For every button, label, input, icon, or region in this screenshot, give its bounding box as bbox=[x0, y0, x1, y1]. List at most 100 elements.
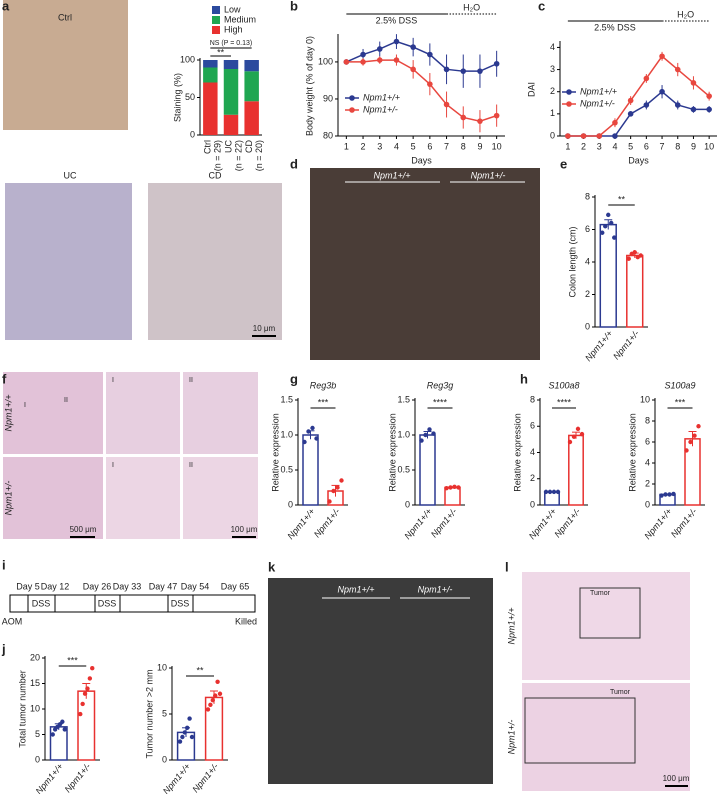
point bbox=[643, 102, 650, 108]
data-point bbox=[612, 235, 617, 240]
legend-label: Npm1+/- bbox=[363, 104, 398, 114]
day-label: Day 33 bbox=[113, 581, 142, 591]
point bbox=[612, 119, 618, 126]
bar bbox=[77, 690, 96, 761]
micrograph bbox=[183, 457, 258, 539]
row-label: Npm1+/- bbox=[3, 481, 13, 516]
micrograph bbox=[5, 183, 132, 340]
y-tick-label: 0 bbox=[550, 130, 555, 140]
y-tick-label: 2 bbox=[645, 478, 650, 488]
x-tick-label: 3 bbox=[377, 141, 382, 151]
x-tick-label: CD bbox=[244, 140, 254, 153]
y-tick-label: 4 bbox=[645, 457, 650, 467]
data-point bbox=[78, 711, 83, 717]
x-tick-label: 2 bbox=[361, 141, 366, 151]
day-label: Day 5 bbox=[16, 581, 40, 591]
point bbox=[493, 60, 500, 67]
x-tick-label: 4 bbox=[612, 141, 617, 151]
annotation: *** bbox=[675, 397, 686, 407]
annotation: H₂O bbox=[677, 9, 694, 19]
region-label: II bbox=[64, 397, 68, 404]
row-label: Npm1+/+ bbox=[506, 607, 516, 644]
y-axis-label: Colon length (cm) bbox=[567, 226, 577, 297]
x-tick-label: 4 bbox=[394, 141, 399, 151]
x-axis-label: Days bbox=[628, 155, 649, 165]
panel-letter: d bbox=[290, 156, 298, 171]
micrograph bbox=[522, 572, 690, 680]
point bbox=[706, 106, 712, 113]
x-tick-note: (n = 20) bbox=[254, 140, 264, 171]
y-tick-label: 100 bbox=[180, 54, 195, 64]
y-tick-label: 8 bbox=[530, 394, 535, 404]
point bbox=[443, 66, 450, 73]
legend-label: Medium bbox=[224, 14, 256, 24]
data-point bbox=[609, 220, 614, 226]
timeline bbox=[9, 594, 256, 613]
region-label: II bbox=[189, 377, 193, 384]
point bbox=[460, 68, 467, 74]
panel-letter: f bbox=[2, 371, 7, 386]
data-point bbox=[567, 439, 573, 445]
series-line bbox=[567, 55, 710, 137]
y-axis-label: Staining (%) bbox=[172, 73, 182, 122]
data-point bbox=[671, 491, 676, 497]
point bbox=[659, 53, 665, 60]
data-point bbox=[431, 431, 436, 436]
y-axis-label: Total tumor number bbox=[17, 670, 27, 748]
panel-letter: c bbox=[538, 0, 545, 13]
annotation: H₂O bbox=[463, 2, 480, 12]
y-tick-label: 4 bbox=[585, 256, 590, 266]
data-point bbox=[187, 716, 192, 721]
point bbox=[477, 118, 483, 124]
x-tick-label: Npm1+/+ bbox=[161, 761, 192, 794]
x-tick-label: 9 bbox=[477, 141, 482, 151]
x-tick-note: (n = 29) bbox=[213, 140, 223, 171]
bar-segment bbox=[223, 114, 239, 135]
y-tick-label: 3 bbox=[550, 64, 555, 74]
micrograph bbox=[3, 372, 103, 454]
day-label: Day 12 bbox=[41, 581, 70, 591]
y-tick-label: 0 bbox=[162, 754, 167, 764]
y-tick-label: 0 bbox=[35, 754, 40, 764]
point bbox=[493, 112, 500, 119]
bar-segment bbox=[244, 71, 259, 102]
x-tick-label: Npm1+/+ bbox=[583, 328, 614, 363]
y-axis-label: Relative expression bbox=[627, 413, 637, 492]
annotation: ** bbox=[196, 665, 204, 675]
y-tick-label: 10 bbox=[157, 662, 167, 672]
bar-segment bbox=[223, 69, 239, 115]
panel-letter: e bbox=[560, 156, 567, 171]
x-tick-label: Npm1+/- bbox=[611, 328, 641, 361]
legend-swatch bbox=[212, 16, 220, 24]
annotation: 2.5% DSS bbox=[376, 15, 418, 25]
y-tick-label: 50 bbox=[185, 92, 195, 102]
treatment: DSS bbox=[32, 598, 51, 608]
data-point bbox=[310, 425, 315, 431]
y-tick-label: 0.5 bbox=[397, 464, 410, 474]
x-tick-label: Npm1+/+ bbox=[402, 506, 433, 541]
x-tick-label: Npm1+/+ bbox=[642, 506, 673, 541]
annotation: NS (P = 0.13) bbox=[210, 40, 252, 47]
data-point bbox=[314, 436, 319, 441]
y-tick-label: 10 bbox=[640, 394, 650, 404]
x-tick-label: 1 bbox=[565, 141, 570, 151]
legend-swatch bbox=[212, 6, 220, 14]
y-tick-label: 20 bbox=[30, 652, 40, 662]
legend-label: High bbox=[224, 24, 243, 34]
region-label: II bbox=[189, 462, 193, 469]
point bbox=[690, 80, 697, 86]
x-tick-note: (n = 22) bbox=[233, 140, 243, 171]
image-label: CD bbox=[209, 170, 222, 180]
x-tick-label: 3 bbox=[597, 141, 602, 151]
row-label: Npm1+/- bbox=[506, 720, 516, 755]
panel-letter: j bbox=[1, 641, 6, 656]
y-tick-label: 0 bbox=[585, 321, 590, 331]
data-point bbox=[82, 691, 88, 696]
day-label: Day 47 bbox=[149, 581, 178, 591]
y-axis-label: Relative expression bbox=[270, 413, 280, 492]
data-point bbox=[80, 701, 85, 707]
data-point bbox=[87, 676, 93, 681]
data-point bbox=[452, 484, 457, 489]
panel-letter: k bbox=[268, 559, 276, 574]
chart-title: Reg3g bbox=[427, 380, 454, 390]
